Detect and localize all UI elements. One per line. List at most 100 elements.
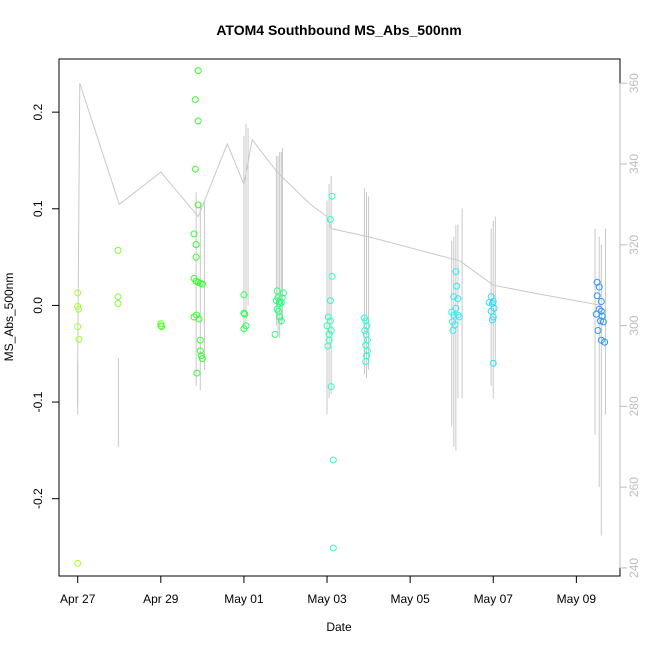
y-tick-label: -0.1 — [31, 391, 45, 412]
data-point — [75, 305, 83, 313]
data-point — [329, 544, 337, 552]
data-point — [454, 295, 462, 303]
data-point — [454, 311, 462, 319]
data-point — [324, 313, 332, 321]
data-point — [362, 357, 370, 365]
data-point — [595, 283, 603, 291]
x-axis: Apr 27 Apr 29 May 01 May 03 May 05 May 07 May … — [60, 575, 597, 606]
data-point — [596, 317, 604, 325]
line-trace — [77, 83, 602, 407]
data-point — [271, 330, 279, 338]
x-tick-label: May 01 — [224, 592, 264, 606]
data-point — [327, 327, 335, 335]
data-point — [488, 299, 496, 307]
data-point — [453, 282, 461, 290]
y2-tick-label: 260 — [627, 477, 641, 497]
x-tick-label: May 05 — [390, 592, 430, 606]
data-point — [273, 287, 281, 295]
data-point — [240, 291, 248, 299]
data-point — [74, 289, 82, 297]
data-point — [278, 294, 286, 302]
points-layer — [74, 67, 609, 567]
x-tick-label: May 07 — [474, 592, 514, 606]
x-tick-label: Apr 29 — [143, 592, 179, 606]
plot-frame — [58, 58, 621, 577]
data-point — [276, 299, 284, 307]
x-tick-label: Apr 27 — [60, 592, 96, 606]
data-point — [190, 230, 198, 238]
data-point — [194, 201, 202, 209]
x-axis-label: Date — [326, 620, 352, 634]
y-tick-label: 0.1 — [31, 200, 45, 217]
data-point — [277, 317, 285, 325]
data-point — [599, 318, 607, 326]
y-tick-label: 0.2 — [31, 103, 45, 120]
data-point — [114, 293, 122, 301]
data-point — [597, 298, 605, 306]
y2-tick-label: 240 — [627, 558, 641, 578]
data-point — [273, 305, 281, 313]
data-point — [597, 307, 605, 315]
data-point — [326, 297, 334, 305]
data-point — [452, 304, 460, 312]
data-point — [489, 313, 497, 321]
data-point — [277, 299, 285, 307]
data-point — [324, 342, 332, 350]
data-point — [361, 327, 369, 335]
data-point — [196, 347, 204, 355]
data-point — [328, 272, 336, 280]
y2-tick-label: 300 — [627, 315, 641, 335]
data-point — [196, 336, 204, 344]
data-point — [489, 359, 497, 367]
data-point — [74, 559, 82, 567]
data-point — [114, 299, 122, 307]
data-point — [114, 246, 122, 254]
data-point — [450, 293, 458, 301]
y-tick-label: -0.2 — [31, 488, 45, 509]
data-point — [192, 241, 200, 249]
data-point — [158, 323, 166, 331]
data-point — [488, 316, 496, 324]
data-point — [240, 309, 248, 317]
x-tick-label: May 09 — [557, 592, 597, 606]
data-point — [326, 215, 334, 223]
data-point — [198, 280, 206, 288]
y-tick-label: 0.0 — [31, 297, 45, 314]
data-point — [241, 310, 249, 318]
data-point — [485, 299, 493, 307]
data-point — [329, 456, 337, 464]
data-point — [327, 383, 335, 391]
data-point — [198, 355, 206, 363]
data-point — [328, 192, 336, 200]
data-point — [455, 313, 463, 321]
data-point — [362, 317, 370, 325]
y-axis: -0.2 -0.1 0.0 0.1 0.2 — [31, 103, 60, 509]
data-point — [192, 253, 200, 261]
x-tick-label: May 03 — [307, 592, 347, 606]
data-point — [276, 313, 284, 321]
y2-tick-label: 360 — [627, 73, 641, 93]
y2-tick-label: 340 — [627, 154, 641, 174]
y2-tick-label: 320 — [627, 234, 641, 254]
data-point — [240, 325, 248, 333]
data-point — [323, 322, 331, 330]
y2-tick-label: 280 — [627, 396, 641, 416]
data-point — [193, 369, 201, 377]
data-point — [191, 96, 199, 104]
data-point — [194, 67, 202, 75]
data-point — [279, 289, 287, 297]
data-point — [157, 320, 165, 328]
data-point — [363, 336, 371, 344]
data-point — [194, 117, 202, 125]
data-point — [601, 338, 609, 346]
y-axis-label: MS_Abs_500nm — [2, 273, 16, 362]
data-point — [326, 317, 334, 325]
data-point — [452, 268, 460, 276]
y2-axis: 240 260 280 300 320 340 360 — [619, 73, 641, 578]
data-point — [191, 165, 199, 173]
data-point — [363, 347, 371, 355]
data-point — [593, 292, 601, 300]
data-point — [592, 310, 600, 318]
data-point — [157, 322, 165, 330]
